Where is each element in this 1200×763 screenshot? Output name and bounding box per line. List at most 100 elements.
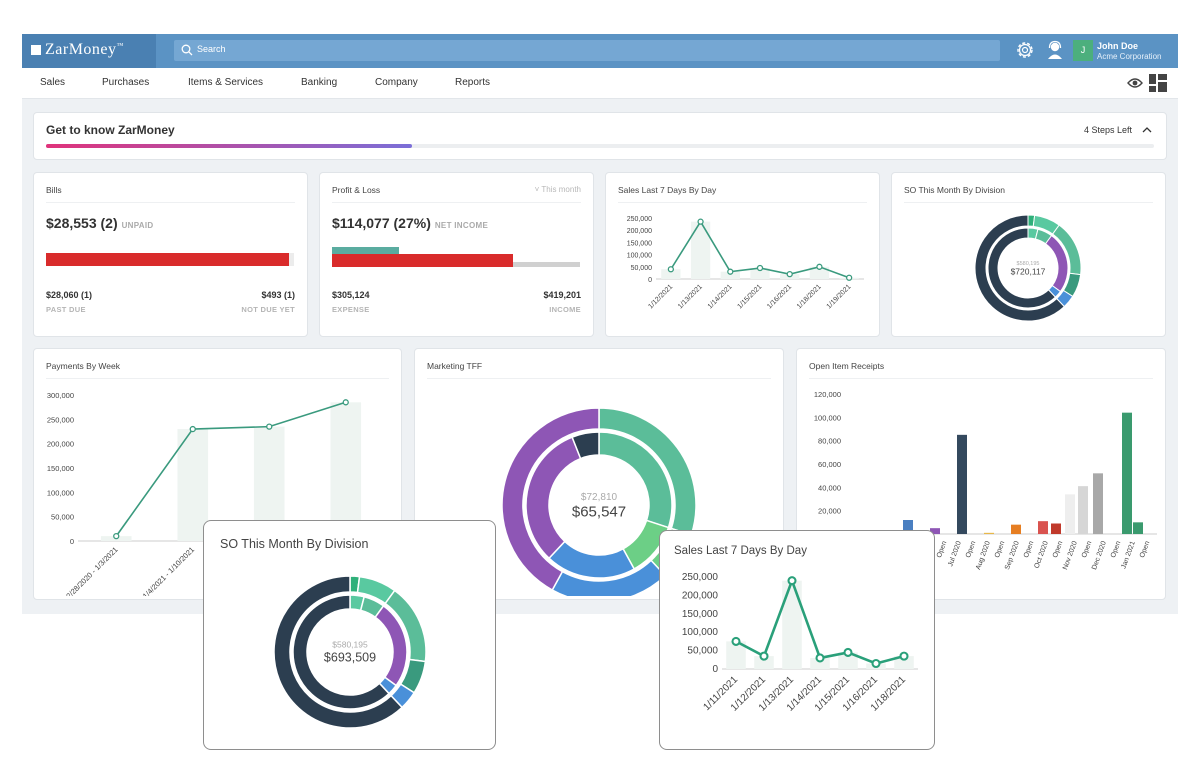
- outer-ring-slice: [974, 214, 1065, 322]
- y-tick-label: 200,000: [682, 590, 719, 601]
- logo-text: ZarMoney: [45, 41, 117, 58]
- y-tick-label: 50,000: [687, 646, 718, 657]
- series-line: [735, 576, 905, 665]
- bills-past-due-label: PAST DUE: [46, 305, 86, 314]
- y-tick-label: 150,000: [682, 609, 719, 620]
- so-title: SO This Month By Division: [904, 185, 1005, 195]
- sales-7-days-zoom-chart: 050,000100,000150,000200,000250,0001/11/…: [682, 572, 918, 714]
- gear-icon[interactable]: [1014, 39, 1036, 61]
- x-tick-label: Open: [936, 540, 948, 559]
- receipt-bar: [1122, 412, 1132, 534]
- sales-7-days-chart: 0 50,000 100,000 150,000 200,000 250,000 1/12/…: [627, 216, 864, 310]
- bills-card: Bills $28,553 (2) UNPAID $28,060 (1) PAST…: [33, 172, 308, 337]
- ghost-bar: [754, 656, 774, 669]
- y-tick-label: 300,000: [47, 391, 74, 400]
- donut-primary-label: $693,509: [324, 650, 376, 664]
- receipt-bar: [903, 520, 913, 534]
- avatar[interactable]: J: [1073, 40, 1093, 61]
- inner-ring-slice: [987, 227, 1057, 309]
- data-point: [113, 532, 120, 540]
- x-tick-label: Jan 2021: [1120, 540, 1136, 570]
- x-tick-label: 1/16/2021: [766, 283, 793, 310]
- ghost-bar: [690, 221, 711, 279]
- data-point: [899, 651, 909, 661]
- data-point: [727, 268, 734, 275]
- steps-left[interactable]: 4 Steps Left: [1083, 125, 1132, 135]
- eye-icon[interactable]: [1127, 77, 1143, 89]
- ghost-bar: [838, 652, 858, 669]
- search-icon: [181, 44, 193, 56]
- receipts-chart: 20,00040,00060,00080,000100,000120,00020…: [814, 390, 1157, 571]
- bills-title: Bills: [46, 185, 62, 195]
- nav-sales[interactable]: Sales: [40, 77, 66, 88]
- y-tick-label: 150,000: [47, 464, 74, 473]
- payments-chart: 0 50,000 100,000 150,000 200,000 250,000 300,0…: [47, 391, 384, 596]
- pnl-amount: $114,077 (27%) NET INCOME: [332, 215, 489, 231]
- receipt-bar: [1078, 486, 1088, 534]
- top-bar: ZarMoney™ Search J John Doe Acme Corpora…: [22, 34, 1178, 68]
- x-tick-label: Open: [1023, 540, 1035, 559]
- search-input[interactable]: Search: [174, 40, 1000, 61]
- zarmoney-app: ZarMoney™ Search J John Doe Acme Corpora…: [22, 34, 1178, 614]
- ghost-bar: [782, 580, 802, 669]
- nav-reports[interactable]: Reports: [455, 77, 491, 88]
- pnl-bar-track: [332, 254, 580, 267]
- logo-mark-icon: [31, 45, 41, 55]
- y-tick-label: 80,000: [818, 437, 841, 446]
- support-agent-icon[interactable]: [1044, 39, 1066, 61]
- data-point: [846, 274, 853, 281]
- pnl-expense-value: $305,124: [332, 290, 370, 300]
- ghost-bar: [750, 268, 770, 279]
- pnl-title: Profit & Loss: [332, 185, 381, 195]
- inner-ring-slice: [571, 431, 600, 460]
- pnl-expense-bar: [332, 254, 514, 267]
- series-line: [115, 401, 346, 537]
- pnl-amount-label: NET INCOME: [434, 221, 489, 230]
- data-point: [815, 653, 825, 663]
- pnl-expense-label: EXPENSE: [332, 305, 370, 314]
- y-tick-label: 250,000: [627, 216, 652, 223]
- data-point: [759, 651, 769, 661]
- ghost-bar: [809, 266, 830, 279]
- x-tick-label: Dec 2020: [1091, 540, 1108, 571]
- receipt-bar: [1093, 473, 1103, 534]
- chevron-up-icon[interactable]: [1142, 126, 1152, 133]
- so-division-zoom-chart: $580,195$693,509: [273, 575, 427, 729]
- y-tick-label: 250,000: [47, 415, 74, 424]
- outer-ring-slice: [273, 575, 404, 729]
- onboarding-title: Get to know ZarMoney: [46, 123, 175, 137]
- x-tick-label: Oct 2020: [1034, 540, 1050, 569]
- user-organization[interactable]: Acme Corporation: [1097, 52, 1162, 61]
- pnl-period-select[interactable]: ˅ This month: [534, 185, 581, 194]
- logo[interactable]: ZarMoney™: [22, 34, 156, 68]
- x-tick-label: Open: [1081, 540, 1093, 559]
- x-tick-label: Aug 2020: [975, 540, 992, 571]
- outer-ring-slice: [501, 407, 600, 592]
- data-point: [816, 263, 823, 270]
- y-tick-label: 40,000: [818, 483, 841, 492]
- x-tick-label: 1/14/2021: [707, 283, 734, 310]
- main-nav: Sales Purchases Items & Services Banking…: [22, 68, 1178, 99]
- bills-not-due-value: $493 (1): [261, 290, 295, 300]
- so-division-card: SO This Month By Division $580,195 $720,1…: [891, 172, 1166, 337]
- bills-not-due-label: NOT DUE YET: [241, 305, 295, 314]
- so-division-zoom: SO This Month By Division $580,195 $693,5…: [203, 520, 496, 750]
- x-tick-label: 1/13/2021: [677, 283, 704, 310]
- y-tick-label: 100,000: [47, 488, 74, 497]
- nav-items-services[interactable]: Items & Services: [188, 77, 264, 88]
- donut-secondary-label: $72,810: [581, 492, 618, 503]
- sales-zoom-title: Sales Last 7 Days By Day: [674, 545, 807, 557]
- receipts-card: Open Item Receipts 20,000 40,000 60,000 80,…: [796, 348, 1166, 600]
- dashboard-layout-icon[interactable]: [1149, 74, 1167, 92]
- marketing-chart: $72,810$65,547: [501, 407, 697, 596]
- data-point: [266, 423, 273, 430]
- nav-company[interactable]: Company: [375, 77, 418, 88]
- data-point: [871, 658, 881, 669]
- y-tick-label: 0: [648, 277, 652, 284]
- nav-purchases[interactable]: Purchases: [102, 77, 150, 88]
- y-tick-label: 50,000: [51, 513, 74, 522]
- x-tick-label: Open: [965, 540, 977, 559]
- x-tick-label: Open: [1110, 540, 1122, 559]
- user-name[interactable]: John Doe: [1097, 41, 1139, 51]
- nav-banking[interactable]: Banking: [301, 77, 338, 88]
